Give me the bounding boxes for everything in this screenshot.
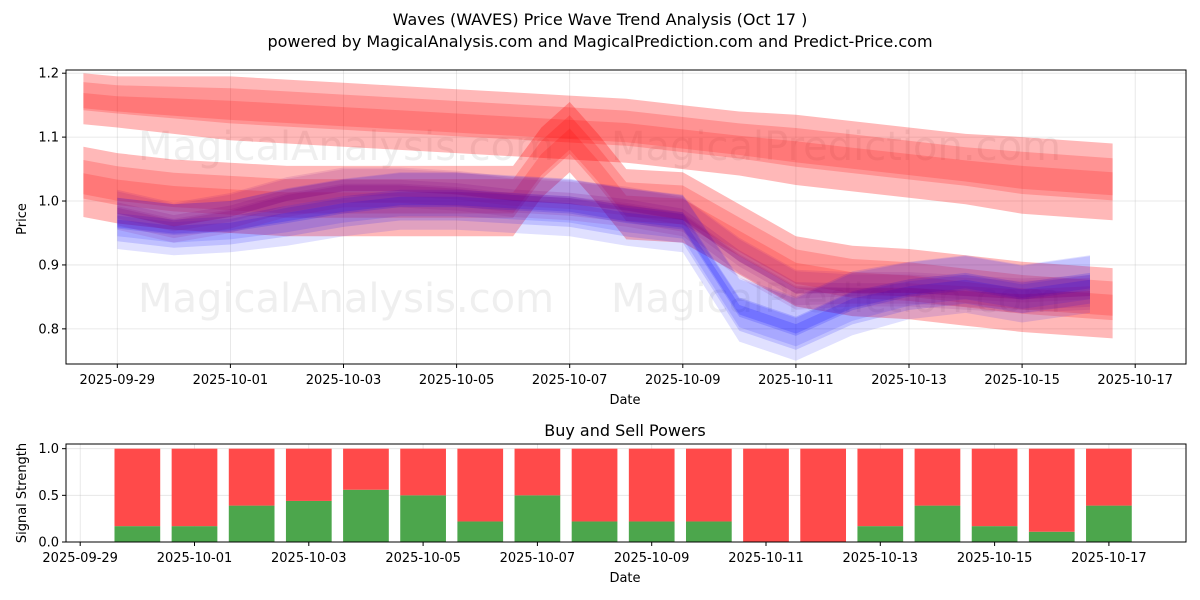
buy-bar <box>228 505 275 542</box>
top-y-tick-label: 1.1 <box>38 131 59 146</box>
bottom-plot-frame <box>65 443 1187 543</box>
sell-bar <box>285 448 332 501</box>
bottom-x-tick-label: 2025-10-11 <box>728 551 804 566</box>
top-x-tick-label: 2025-10-01 <box>193 373 269 388</box>
watermark-text: MagicalPrediction.com <box>611 124 1061 170</box>
top-x-tick-label: 2025-10-15 <box>984 373 1060 388</box>
bottom-y-tick-label: 0.5 <box>38 489 59 504</box>
watermark-text: MagicalPrediction.com <box>611 276 1061 322</box>
wave-band-1 <box>83 102 1113 339</box>
wave-band-0 <box>83 73 1113 221</box>
wave-band-3 <box>117 179 1091 300</box>
watermark-text: MagicalAnalysis.com <box>138 124 554 170</box>
top-y-tick-label: 1.2 <box>38 67 59 82</box>
wave-band-2 <box>117 173 1091 347</box>
buy-bar <box>514 495 561 542</box>
wave-band-1 <box>83 128 1113 316</box>
bottom-x-tick-label: 2025-10-17 <box>1071 551 1147 566</box>
buy-bar <box>914 505 961 542</box>
bottom-y-axis-label: Signal Strength <box>15 443 30 543</box>
bottom-y-tick-label: 0.0 <box>38 536 59 551</box>
buy-bar <box>1086 505 1132 542</box>
wave-band-0 <box>83 82 1113 201</box>
wave-band-0 <box>83 93 1113 196</box>
bottom-x-tick-label: 2025-10-03 <box>271 551 347 566</box>
bottom-x-axis-label: Date <box>609 571 640 586</box>
wave-band-2 <box>117 191 1091 350</box>
wave-band-3 <box>117 169 1091 313</box>
top-x-axis-label: Date <box>609 393 640 408</box>
buy-bar <box>457 521 504 542</box>
top-plot-frame <box>65 69 1187 365</box>
bottom-x-tick-label: 2025-10-09 <box>614 551 690 566</box>
wave-band-2 <box>117 172 1091 361</box>
sell-bar <box>628 448 675 522</box>
chart-subtitle: powered by MagicalAnalysis.com and Magic… <box>267 32 932 51</box>
buy-bar <box>285 500 332 542</box>
bottom-x-tick-label: 2025-10-05 <box>385 551 461 566</box>
sell-bar <box>343 448 389 490</box>
sell-bar <box>114 448 161 527</box>
buy-bar <box>171 526 218 542</box>
top-x-tick-label: 2025-10-07 <box>532 373 608 388</box>
wave-band-3 <box>117 183 1091 310</box>
sell-bar <box>857 448 904 527</box>
bottom-x-tick-label: 2025-10-07 <box>500 551 576 566</box>
buy-bar <box>1028 531 1075 542</box>
buy-bar <box>400 495 446 542</box>
top-x-tick-label: 2025-10-05 <box>419 373 495 388</box>
buy-bar <box>857 526 904 542</box>
wave-band-2 <box>117 189 1091 336</box>
top-y-tick-label: 1.0 <box>38 195 59 210</box>
sell-bar <box>971 448 1018 527</box>
wave-band-3 <box>117 167 1091 303</box>
top-y-tick-label: 0.8 <box>38 322 59 337</box>
buy-bar <box>343 489 389 542</box>
sell-bar <box>457 448 504 522</box>
bottom-y-tick-label: 1.0 <box>38 442 59 457</box>
wave-band-1 <box>83 115 1113 321</box>
top-x-tick-label: 2025-10-17 <box>1097 373 1173 388</box>
price-wave-plot: MagicalAnalysis.com MagicalPrediction.com… <box>38 67 1187 388</box>
chart-title: Waves (WAVES) Price Wave Trend Analysis … <box>393 10 808 29</box>
buy-sell-power-plot: 2025-09-29 2025-10-01 2025-10-03 2025-10-05… <box>38 442 1187 566</box>
bottom-x-tick-label: 2025-10-01 <box>157 551 233 566</box>
sell-bar <box>228 448 275 506</box>
buy-bar <box>685 521 732 542</box>
sell-bar <box>1086 448 1132 506</box>
buy-bar <box>114 526 161 542</box>
sell-bar <box>571 448 618 522</box>
top-x-tick-label: 2025-09-29 <box>80 373 156 388</box>
sell-bar <box>743 448 789 542</box>
bottom-x-tick-label: 2025-10-15 <box>957 551 1033 566</box>
top-y-axis-label: Price <box>15 203 30 235</box>
top-x-tick-label: 2025-10-11 <box>758 373 834 388</box>
top-x-tick-label: 2025-10-13 <box>871 373 947 388</box>
bottom-chart-title: Buy and Sell Powers <box>544 421 706 440</box>
sell-bar <box>914 448 961 506</box>
wave-bands <box>83 73 1113 361</box>
top-y-tick-label: 0.9 <box>38 258 59 273</box>
top-x-tick-label: 2025-10-09 <box>645 373 721 388</box>
buy-bar <box>571 521 618 542</box>
watermark-text: MagicalAnalysis.com <box>138 276 554 322</box>
top-x-tick-label: 2025-10-03 <box>306 373 382 388</box>
sell-bar <box>514 448 561 496</box>
sell-bar <box>1028 448 1075 532</box>
sell-bar <box>685 448 732 522</box>
bottom-x-tick-label: 2025-09-29 <box>42 551 118 566</box>
buy-bar <box>628 521 675 542</box>
bottom-x-tick-label: 2025-10-13 <box>843 551 919 566</box>
sell-bar <box>800 448 847 542</box>
sell-bar <box>400 448 446 496</box>
buy-bar <box>971 526 1018 542</box>
sell-bar <box>171 448 218 527</box>
